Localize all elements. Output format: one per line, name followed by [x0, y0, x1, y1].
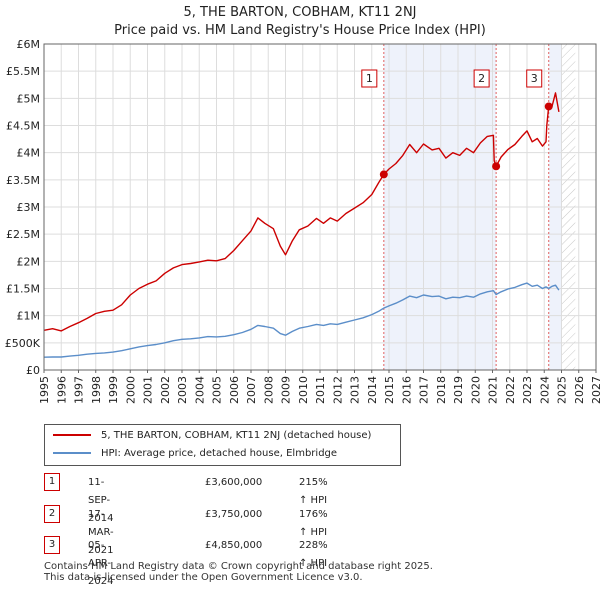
transaction-date: 11-SEP-2014 [88, 477, 114, 524]
legend-label-hpi: HPI: Average price, detached house, Elmb… [101, 448, 338, 459]
x-tick-label: 2018 [435, 376, 448, 404]
series-line-property [43, 92, 560, 332]
x-tick-label: 2012 [331, 376, 344, 404]
transaction-date: 05-APR-2024 [88, 540, 114, 587]
x-tick-label: 2005 [211, 376, 224, 404]
x-tick-label: 2027 [590, 376, 600, 404]
x-tick-label: 2022 [504, 376, 517, 404]
transaction-price: £3,600,000 [205, 477, 263, 488]
x-tick-label: 2000 [124, 376, 137, 404]
marker-label: 3 [531, 72, 538, 85]
y-tick-label: £500K [5, 337, 41, 350]
marker-label-box [473, 69, 490, 88]
x-tick-label: 2010 [297, 376, 310, 404]
x-tick-label: 2013 [349, 376, 362, 404]
legend: 5, THE BARTON, COBHAM, KT11 2NJ (detache… [44, 424, 401, 466]
marker-label: 2 [478, 72, 485, 85]
x-tick-label: 2002 [159, 376, 172, 404]
y-tick-label: £5.5M [6, 65, 40, 78]
x-tick-label: 1999 [107, 376, 120, 404]
transaction-hpi-change: 176% ↑ HPI [299, 509, 328, 538]
transaction-price: £4,850,000 [205, 540, 263, 551]
x-tick-label: 2004 [193, 376, 206, 404]
series-line-hpi [43, 282, 560, 358]
x-tick-label: 2009 [280, 376, 293, 404]
x-tick-label: 2015 [383, 376, 396, 404]
title-line-2: Price paid vs. HM Land Registry's House … [114, 23, 486, 38]
title-line-1: 5, THE BARTON, COBHAM, KT11 2NJ [183, 5, 417, 20]
marker-label-box [361, 69, 378, 88]
x-tick-label: 2014 [366, 376, 379, 404]
y-tick-label: £4.5M [6, 120, 40, 133]
legend-label-property: 5, THE BARTON, COBHAM, KT11 2NJ (detache… [101, 430, 372, 441]
x-tick-label: 1995 [38, 376, 51, 404]
y-tick-label: £2M [17, 255, 41, 268]
x-tick-label: 1997 [73, 376, 86, 404]
legend-item-property: 5, THE BARTON, COBHAM, KT11 2NJ (detache… [53, 428, 371, 444]
legend-item-hpi: HPI: Average price, detached house, Elmb… [53, 446, 337, 462]
x-tick-label: 2006 [228, 376, 241, 404]
x-tick-label: 2024 [538, 376, 551, 404]
footer: Contains HM Land Registry data © Crown c… [44, 561, 433, 583]
x-tick-label: 2016 [400, 376, 413, 404]
sale-point [492, 162, 501, 171]
x-tick-label: 1996 [55, 376, 68, 404]
x-tick-label: 2011 [314, 376, 327, 404]
y-tick-label: £5M [17, 92, 41, 105]
transaction-number: 2 [44, 505, 60, 523]
x-tick-label: 1998 [90, 376, 103, 404]
x-tick-label: 2026 [573, 376, 586, 404]
marker-label-box [526, 69, 543, 88]
x-tick-label: 2020 [469, 376, 482, 404]
transaction-hpi-change: 228% ↑ HPI [299, 540, 328, 569]
sale-point [379, 170, 388, 179]
y-tick-label: £6M [17, 38, 41, 51]
y-tick-label: £3.5M [6, 174, 40, 187]
y-tick-label: £3M [17, 201, 41, 214]
x-tick-label: 2008 [262, 376, 275, 404]
x-tick-label: 2019 [452, 376, 465, 404]
footer-line-2: This data is licensed under the Open Gov… [44, 572, 363, 583]
legend-swatch-hpi [53, 452, 91, 454]
x-tick-label: 2023 [521, 376, 534, 404]
y-tick-label: £0 [26, 364, 40, 377]
price-chart: 1 2 3 £0 £500K £1M £1.5M £2M £2.5M £3M £3.5M £4M £4.… [5, 38, 600, 404]
sale-point [544, 102, 553, 111]
transaction-number: 1 [44, 473, 60, 491]
x-tick-label: 2003 [176, 376, 189, 404]
y-tick-label: £2.5M [6, 228, 40, 241]
x-tick-label: 2021 [487, 376, 500, 404]
transaction-hpi-change: 215% ↑ HPI [299, 477, 328, 506]
footer-line-1: Contains HM Land Registry data © Crown c… [44, 561, 433, 572]
y-tick-label: £4M [17, 147, 41, 160]
y-tick-label: £1M [17, 310, 41, 323]
x-tick-label: 2017 [418, 376, 431, 404]
y-tick-label: £1.5M [6, 283, 40, 296]
legend-swatch-property [53, 434, 91, 436]
transaction-date: 17-MAR-2021 [88, 509, 114, 556]
transaction-price: £3,750,000 [205, 509, 263, 520]
marker-label: 1 [366, 72, 373, 85]
x-tick-label: 2025 [556, 376, 569, 404]
transaction-number: 3 [44, 536, 60, 554]
x-tick-label: 2001 [142, 376, 155, 404]
x-tick-label: 2007 [245, 376, 258, 404]
chart-title: 5, THE BARTON, COBHAM, KT11 2NJ Price pa… [0, 4, 600, 40]
